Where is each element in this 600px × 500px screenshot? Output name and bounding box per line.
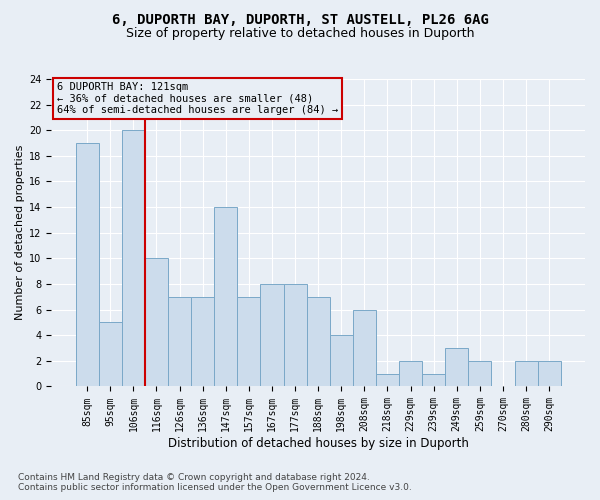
Bar	[376, 374, 399, 386]
Bar	[538, 361, 561, 386]
Bar	[307, 297, 330, 386]
Bar	[284, 284, 307, 386]
Bar	[168, 297, 191, 386]
Bar	[422, 374, 445, 386]
Text: Size of property relative to detached houses in Duporth: Size of property relative to detached ho…	[126, 28, 474, 40]
Text: 6 DUPORTH BAY: 121sqm
← 36% of detached houses are smaller (48)
64% of semi-deta: 6 DUPORTH BAY: 121sqm ← 36% of detached …	[57, 82, 338, 116]
Bar	[515, 361, 538, 386]
X-axis label: Distribution of detached houses by size in Duporth: Distribution of detached houses by size …	[168, 437, 469, 450]
Y-axis label: Number of detached properties: Number of detached properties	[15, 145, 25, 320]
Bar	[99, 322, 122, 386]
Text: Contains HM Land Registry data © Crown copyright and database right 2024.: Contains HM Land Registry data © Crown c…	[18, 474, 370, 482]
Bar	[122, 130, 145, 386]
Bar	[399, 361, 422, 386]
Bar	[445, 348, 469, 387]
Bar	[145, 258, 168, 386]
Text: 6, DUPORTH BAY, DUPORTH, ST AUSTELL, PL26 6AG: 6, DUPORTH BAY, DUPORTH, ST AUSTELL, PL2…	[112, 12, 488, 26]
Bar	[191, 297, 214, 386]
Bar	[76, 143, 99, 386]
Bar	[260, 284, 284, 386]
Bar	[330, 335, 353, 386]
Bar	[469, 361, 491, 386]
Bar	[353, 310, 376, 386]
Text: Contains public sector information licensed under the Open Government Licence v3: Contains public sector information licen…	[18, 484, 412, 492]
Bar	[214, 207, 238, 386]
Bar	[238, 297, 260, 386]
